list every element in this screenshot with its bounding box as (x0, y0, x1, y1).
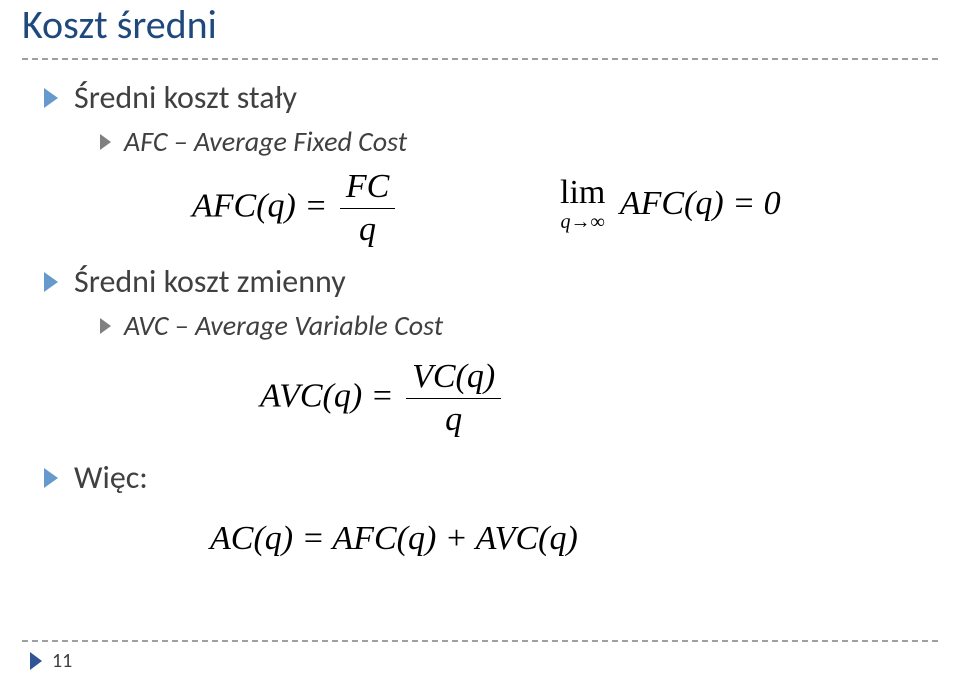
ac-eq: AC(q) = AFC(q) + AVC(q) (210, 520, 578, 557)
formula-ac: AC(q) = AFC(q) + AVC(q) (210, 520, 578, 558)
lim-block: lim q→∞ (560, 176, 605, 232)
page-number-icon (30, 652, 44, 670)
sub-label: AFC – Average Fixed Cost (124, 124, 407, 159)
formula-avc: AVC(q) = VC(q) q (260, 358, 505, 439)
slide: Koszt średni Średni koszt stały AFC – Av… (0, 0, 960, 693)
formula-limit: lim q→∞ AFC(q) = 0 (560, 176, 781, 232)
sub-avc: AVC – Average Variable Cost (100, 308, 443, 343)
avc-numerator: VC(q) (406, 358, 501, 398)
afc-lhs: AFC(q) = (192, 187, 327, 224)
bullet-icon (44, 272, 60, 292)
afc-numerator: FC (340, 168, 395, 208)
lim-rhs: AFC(q) = 0 (620, 185, 781, 222)
sub-bullet-icon (100, 318, 112, 334)
avc-fraction: VC(q) q (406, 358, 501, 439)
divider-top (22, 58, 938, 60)
lim-word: lim (560, 176, 605, 210)
afc-denominator: q (340, 208, 395, 249)
bullet-icon (44, 88, 60, 108)
bullet-label: Średni koszt zmienny (74, 262, 346, 301)
avc-lhs: AVC(q) = (260, 377, 394, 414)
divider-bottom (22, 640, 938, 642)
bullet-label: Średni koszt stały (74, 78, 297, 117)
bullet-wiec: Więc: (44, 458, 148, 497)
sub-label: AVC – Average Variable Cost (124, 308, 443, 343)
bullet-icon (44, 468, 60, 488)
afc-fraction: FC q (340, 168, 395, 249)
sub-bullet-icon (100, 134, 112, 150)
bullet-label: Więc: (74, 458, 148, 497)
page-number-text: 11 (52, 649, 72, 673)
page-number: 11 (30, 649, 72, 673)
sub-afc: AFC – Average Fixed Cost (100, 124, 407, 159)
bullet-sredni-staly: Średni koszt stały (44, 78, 297, 117)
avc-denominator: q (406, 398, 501, 439)
bullet-sredni-zmienny: Średni koszt zmienny (44, 262, 346, 301)
page-title: Koszt średni (22, 0, 217, 49)
lim-sub: q→∞ (560, 212, 605, 232)
formula-afc: AFC(q) = FC q (192, 168, 399, 249)
